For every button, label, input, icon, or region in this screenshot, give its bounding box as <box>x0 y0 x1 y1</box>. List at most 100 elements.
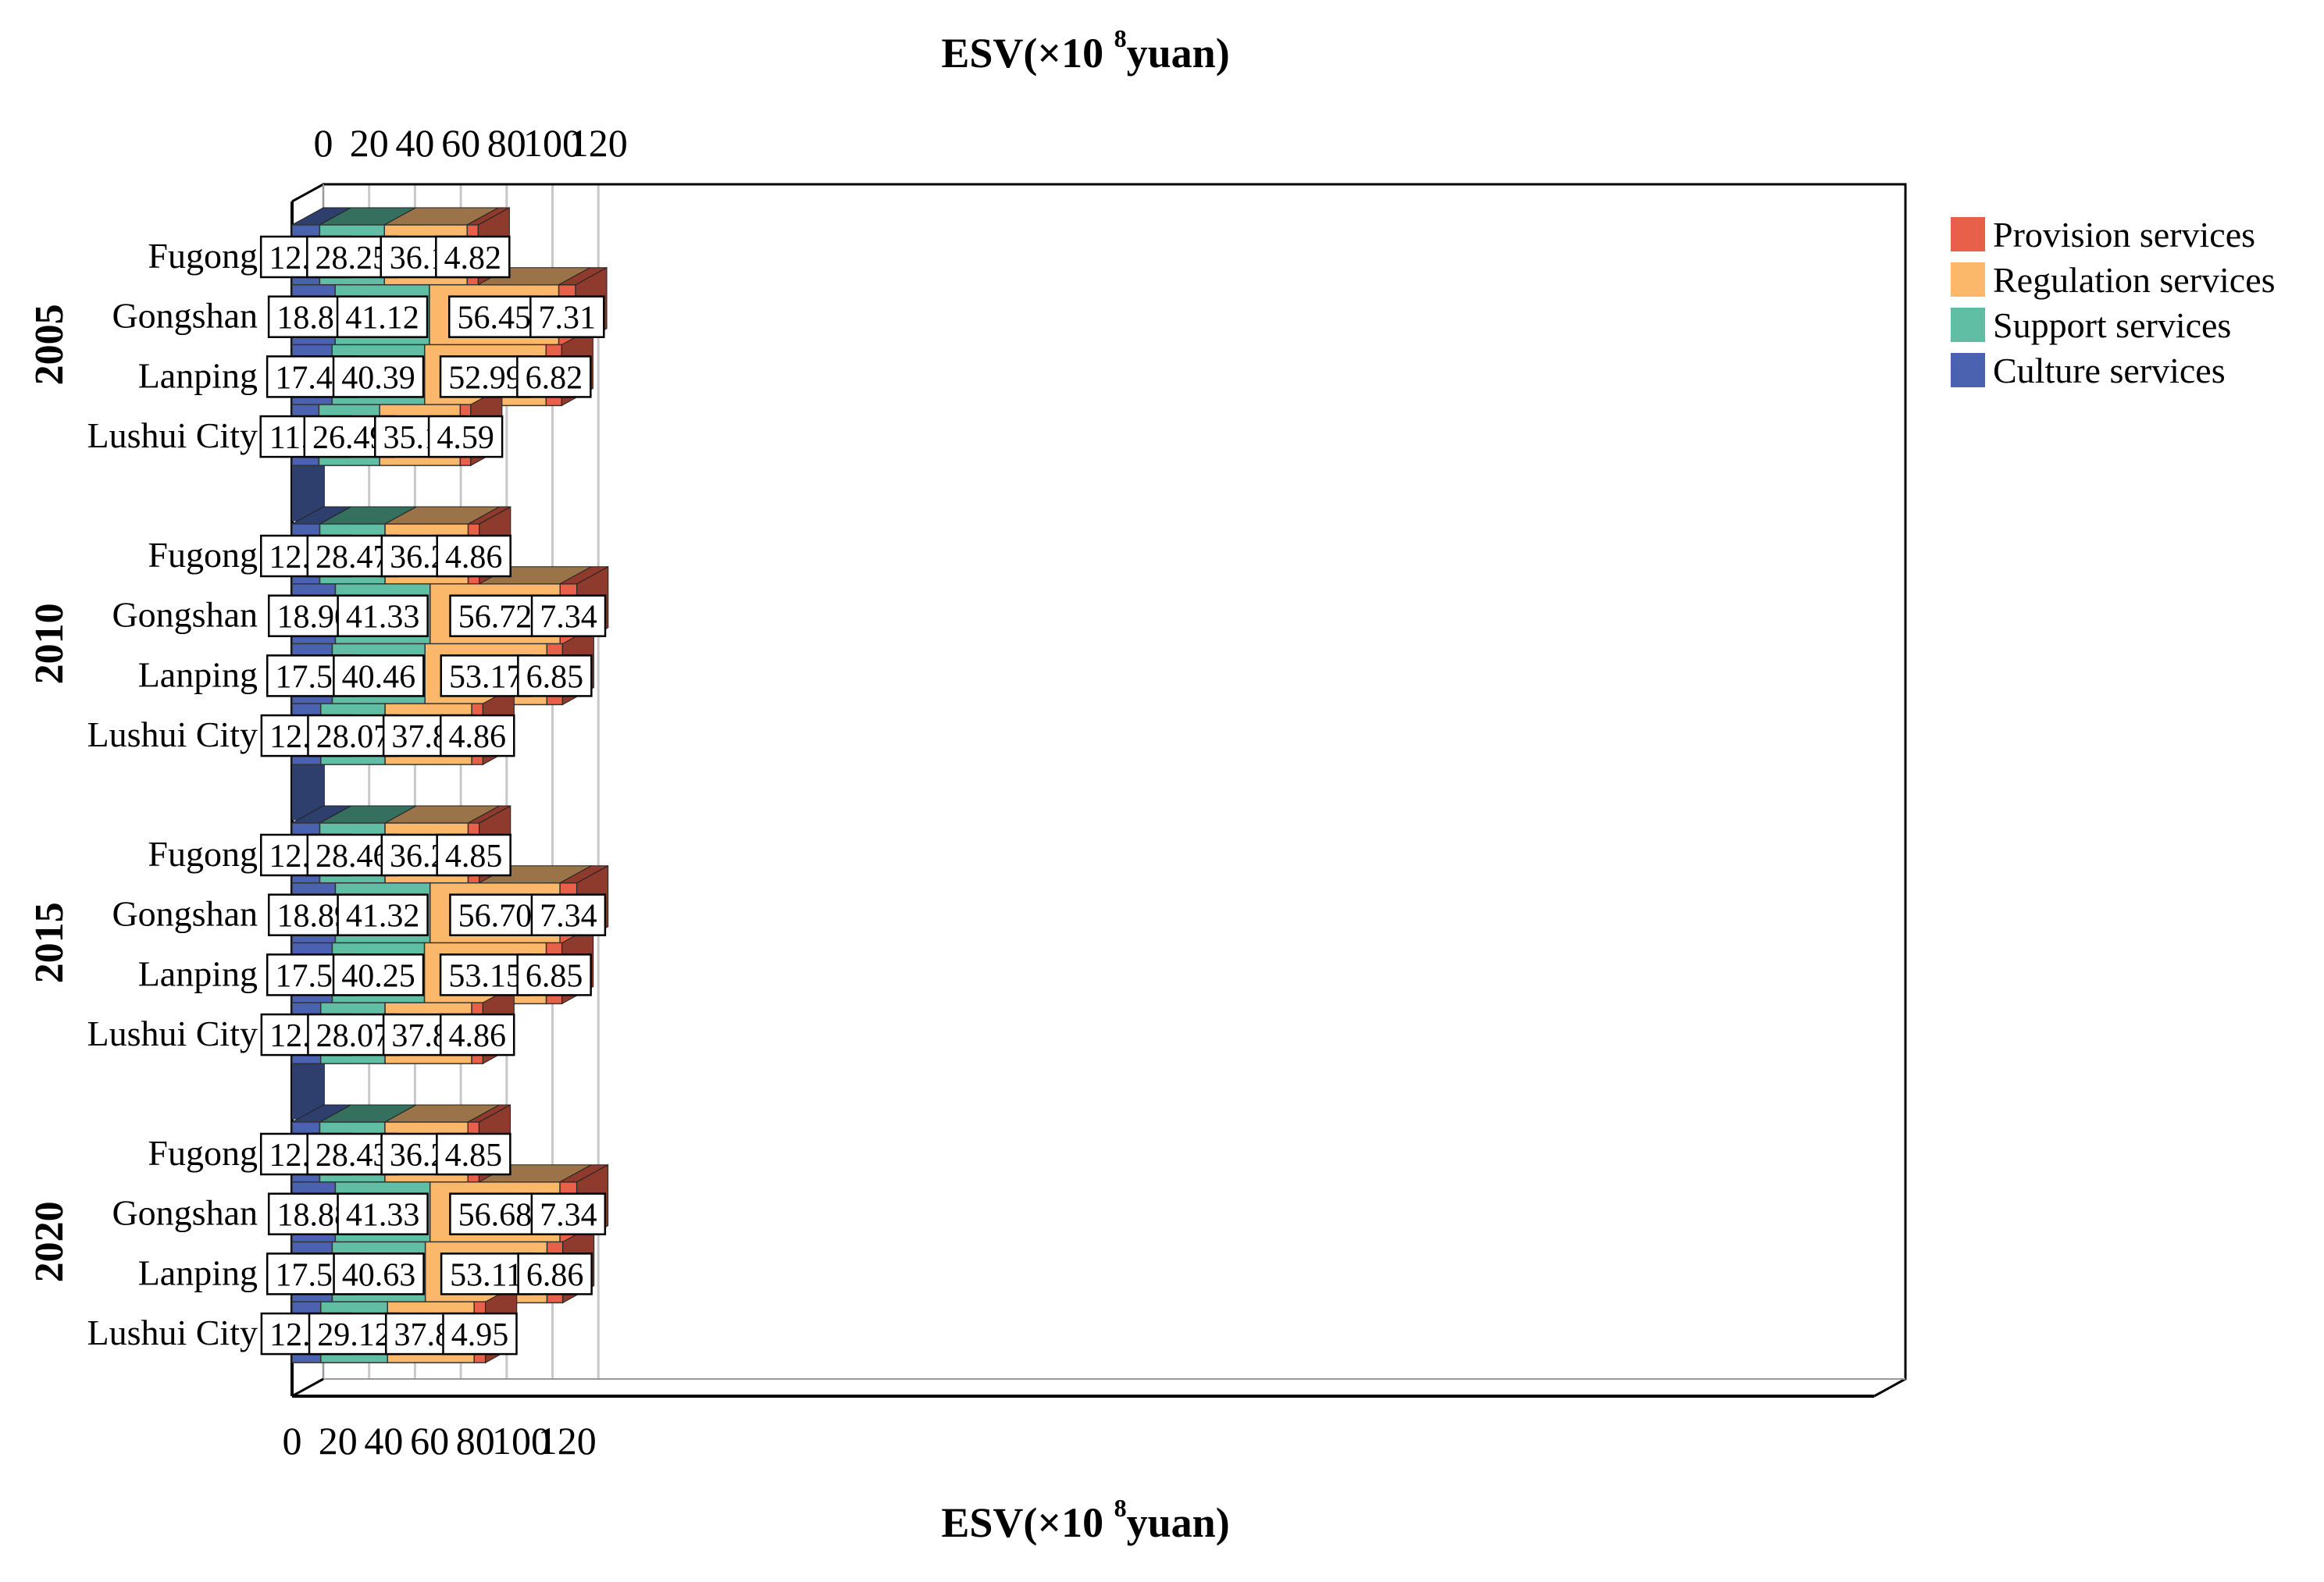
bottom-tick-label-100: 100 <box>492 1419 551 1463</box>
value-label-2015-lushui-city-provision-services: 4.86 <box>448 1018 506 1054</box>
bottom-tick-label-60: 60 <box>410 1419 449 1463</box>
group-label-2015: 2015 <box>27 902 72 983</box>
value-label-box-2020-gongshan-provision-services <box>530 1192 607 1235</box>
category-label-2010-fugong: Fugong <box>148 535 258 575</box>
value-label-2020-lanping-provision-services: 6.86 <box>526 1257 584 1293</box>
bar-top-2020-gongshan-provision-services <box>559 1164 608 1183</box>
value-label-box-2015-lanping-support-services <box>332 953 425 996</box>
top-tick-label-40: 40 <box>395 121 434 165</box>
bottom-tick-label-80: 80 <box>456 1419 495 1463</box>
bottom-tick-label-120: 120 <box>538 1419 597 1463</box>
value-label-box-2010-gongshan-provision-services <box>530 594 607 637</box>
value-label-box-2010-lanping-regulation-services <box>440 654 533 697</box>
value-label-box-2010-lanping-support-services <box>333 654 425 697</box>
value-label-box-2005-lanping-provision-services <box>516 355 592 398</box>
value-label-2015-lanping-regulation-services: 53.15 <box>448 958 522 994</box>
value-label-box-2020-lanping-support-services <box>333 1252 425 1295</box>
category-label-2020-fugong: Fugong <box>148 1133 258 1173</box>
value-label-2005-lanping-provision-services: 6.82 <box>526 360 583 396</box>
bottom-tick-label-40: 40 <box>364 1419 403 1463</box>
value-label-2015-gongshan-provision-services: 7.34 <box>540 899 597 935</box>
value-label-box-2010-lushui-city-provision-services <box>440 714 515 757</box>
value-label-box-2015-gongshan-provision-services <box>530 893 607 936</box>
value-label-2020-fugong-provision-services: 4.85 <box>445 1138 503 1174</box>
value-label-2020-gongshan-provision-services: 7.34 <box>540 1198 597 1234</box>
value-label-2020-lanping-support-services: 40.63 <box>342 1257 416 1293</box>
value-label-2015-gongshan-support-services: 41.32 <box>346 899 420 935</box>
value-label-box-2020-lushui-city-provision-services <box>442 1312 518 1356</box>
value-label-2020-lanping-regulation-services: 53.11 <box>450 1257 522 1293</box>
x-axis-title-bottom: ESV(×10 8yuan) <box>941 1494 1229 1546</box>
top-tick-label-80: 80 <box>487 121 526 165</box>
value-label-box-2005-gongshan-support-services <box>336 295 429 338</box>
value-label-box-2005-gongshan-regulation-services <box>447 295 540 338</box>
group-label-2005: 2005 <box>27 304 72 385</box>
value-label-2010-lanping-provision-services: 6.85 <box>526 659 584 695</box>
category-label-2015-lushui-city: Lushui City <box>87 1014 258 1053</box>
value-label-box-2020-gongshan-regulation-services <box>449 1192 541 1235</box>
top-tick-label-100: 100 <box>523 121 582 165</box>
value-label-box-2005-fugong-provision-services <box>435 235 511 279</box>
category-label-2010-lanping: Lanping <box>138 654 258 694</box>
legend-swatch-culture-services <box>1951 353 1985 387</box>
legend-label-provision-services: Provision services <box>1993 215 2255 255</box>
value-label-box-2005-lanping-regulation-services <box>439 355 532 398</box>
legend-label-support-services: Support services <box>1993 305 2231 345</box>
value-label-2015-lanping-provision-services: 6.85 <box>526 958 583 994</box>
value-label-2010-gongshan-provision-services: 7.34 <box>540 600 597 636</box>
value-label-box-2005-lanping-support-services <box>332 355 425 398</box>
value-label-2005-gongshan-provision-services: 7.31 <box>539 301 597 337</box>
value-label-box-2020-gongshan-support-services <box>337 1192 429 1235</box>
bar-top-2015-gongshan-provision-services <box>559 865 608 884</box>
value-label-2005-lanping-regulation-services: 52.99 <box>448 360 522 396</box>
frame-floor-edge <box>291 1377 324 1398</box>
value-label-box-2015-fugong-provision-services <box>436 833 511 877</box>
value-label-2020-lushui-city-support-services: 29.12 <box>317 1317 391 1353</box>
bar-top-2010-gongshan-provision-services <box>560 566 609 585</box>
value-label-2020-lushui-city-provision-services: 4.95 <box>451 1317 509 1353</box>
value-label-box-2005-gongshan-provision-services <box>529 295 605 338</box>
value-label-box-2015-gongshan-regulation-services <box>449 893 541 936</box>
value-label-2005-lushui-city-support-services: 26.49 <box>312 420 387 456</box>
value-label-2005-fugong-provision-services: 4.82 <box>444 241 502 276</box>
category-label-2010-lushui-city: Lushui City <box>87 714 258 754</box>
value-label-2010-lushui-city-provision-services: 4.86 <box>449 719 507 755</box>
value-label-box-2010-gongshan-regulation-services <box>449 594 541 637</box>
value-label-2005-lushui-city-provision-services: 4.59 <box>437 420 494 456</box>
value-label-box-2010-gongshan-support-services <box>337 594 429 637</box>
value-label-box-2010-fugong-provision-services <box>436 534 511 578</box>
top-tick-label-20: 20 <box>350 121 389 165</box>
axes: Fugong Gongshan Lanping Lushui City 2005 Fugo… <box>27 24 1230 1546</box>
top-tick-label-120: 120 <box>569 121 628 165</box>
value-label-2015-lanping-support-services: 40.25 <box>341 958 415 994</box>
value-label-box-2015-gongshan-support-services <box>337 893 429 936</box>
legend-swatch-regulation-services <box>1951 262 1985 297</box>
category-label-2020-gongshan: Gongshan <box>112 1193 258 1233</box>
value-label-2010-fugong-support-services: 28.47 <box>315 540 390 575</box>
value-label-2020-fugong-support-services: 28.43 <box>315 1138 390 1174</box>
legend-label-culture-services: Culture services <box>1993 351 2226 390</box>
value-label-2005-fugong-support-services: 28.25 <box>315 241 390 276</box>
value-label-box-2020-lanping-provision-services <box>517 1252 593 1295</box>
value-label-2010-lanping-regulation-services: 53.17 <box>449 659 523 695</box>
category-label-2015-gongshan: Gongshan <box>112 894 258 934</box>
category-label-2020-lanping: Lanping <box>138 1252 258 1292</box>
value-label-box-2015-lushui-city-provision-services <box>439 1013 515 1056</box>
value-label-box-2020-fugong-provision-services <box>436 1132 511 1176</box>
bottom-tick-label-20: 20 <box>319 1419 358 1463</box>
value-label-2010-lushui-city-support-services: 28.07 <box>316 719 390 755</box>
value-label-box-2015-lanping-provision-services <box>516 953 592 996</box>
category-label-2010-gongshan: Gongshan <box>112 595 258 635</box>
category-label-2005-fugong: Fugong <box>148 236 258 276</box>
value-label-2005-gongshan-support-services: 41.12 <box>345 301 419 337</box>
value-label-2010-gongshan-support-services: 41.33 <box>346 600 420 636</box>
value-label-2020-gongshan-support-services: 41.33 <box>346 1198 420 1234</box>
value-label-2010-lanping-support-services: 40.46 <box>342 659 416 695</box>
bar-top-2005-gongshan-provision-services <box>558 267 608 286</box>
group-label-2010: 2010 <box>27 603 72 684</box>
legend-swatch-provision-services <box>1951 217 1985 251</box>
value-label-box-2020-lushui-city-support-services <box>308 1312 401 1356</box>
